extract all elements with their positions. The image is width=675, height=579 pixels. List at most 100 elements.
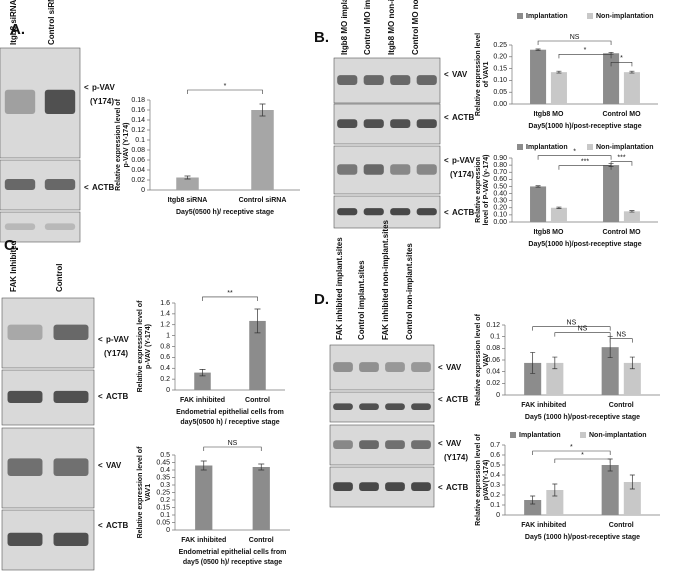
y-tick-label: 0.15 [493, 65, 507, 72]
y-tick-label: 0.5 [160, 452, 170, 459]
y-tick-label: 0.00 [493, 219, 507, 226]
error-bar [258, 463, 265, 471]
x-tick-label: FAK inhibited [521, 522, 566, 529]
blot-band [337, 164, 358, 175]
blot-band [416, 208, 437, 216]
arrow: < [98, 392, 103, 401]
y-tick-label: 0.12 [131, 127, 145, 134]
blot-band [337, 208, 358, 216]
significance-label: NS [570, 34, 580, 41]
y-tick-label: 0.30 [493, 198, 507, 205]
legend-swatch [580, 432, 586, 438]
error-bar [199, 368, 206, 377]
significance-bracket [558, 165, 612, 170]
bar [530, 186, 547, 222]
blot-band [385, 482, 405, 491]
blot-band [390, 75, 411, 85]
band-label: (Y174) [444, 453, 468, 462]
bar [623, 211, 640, 222]
x-tick-label: Control MO [602, 111, 641, 118]
x-tick-label: FAK inhibited [180, 397, 225, 404]
arrow: < [84, 183, 89, 192]
error-bar [556, 70, 562, 74]
legend-label: Implantation [526, 13, 568, 20]
blot-band [411, 440, 431, 449]
x-tick-label: Itgb8 MO [534, 111, 564, 118]
blot-band [385, 362, 405, 372]
panel-letter: C. [4, 237, 19, 254]
y-tick-label: 0.8 [160, 343, 170, 350]
y-axis-label: pVAV(Y-174) [483, 460, 490, 501]
y-tick-label: 0.45 [156, 459, 170, 466]
y-axis-label: p-VAV (Y-174) [123, 123, 130, 168]
y-tick-label: 0.50 [493, 183, 507, 190]
blot-band [359, 403, 379, 410]
bar [623, 72, 640, 104]
legend-label: Implantation [519, 432, 561, 439]
y-tick-label: 1.6 [160, 300, 170, 307]
x-axis-label: Endometrial epithelial cells from [179, 549, 287, 556]
x-tick-label: FAK inhibited [521, 402, 566, 409]
y-tick-label: 1 [166, 332, 170, 339]
x-axis-label: Day5 (1000 h)/post-receptive stage [525, 414, 640, 421]
blot-band [359, 482, 379, 491]
y-tick-label: 0.40 [493, 190, 507, 197]
arrow: < [84, 83, 89, 92]
blot-band [385, 403, 405, 410]
error-bar [254, 308, 261, 334]
legend-label: Non-implantation [589, 432, 647, 439]
blot-band [44, 179, 76, 190]
x-tick-label: Control siRNA [239, 197, 287, 204]
x-tick-label: Itgb8 MO [534, 229, 564, 236]
significance-label: NS [567, 320, 577, 327]
blot-band [7, 390, 43, 403]
bar [176, 177, 199, 190]
band-label: ACTB [452, 113, 474, 122]
bar [603, 165, 620, 222]
significance-bracket [610, 62, 633, 67]
y-tick-label: 0.10 [493, 77, 507, 84]
significance-bracket [537, 40, 612, 46]
y-tick-label: 0.6 [160, 354, 170, 361]
arrow: < [98, 521, 103, 530]
blot-band [363, 119, 384, 128]
error-bar [535, 48, 541, 51]
y-tick-label: 0.80 [493, 162, 507, 169]
lane-label: FAK inhibited non-implant.sites [381, 219, 390, 340]
blot-band [390, 164, 411, 175]
y-tick-label: 0.15 [156, 504, 170, 511]
y-tick-label: 0.4 [490, 472, 500, 479]
arrow: < [98, 461, 103, 470]
y-tick-label: 0.02 [131, 177, 145, 184]
blot-band [4, 179, 36, 190]
arrow: < [444, 113, 449, 122]
x-axis-label: day5(0500 h) / receptive stage [180, 419, 279, 426]
y-tick-label: 0.35 [156, 474, 170, 481]
legend-swatch [510, 432, 516, 438]
panel-letter: D. [314, 291, 329, 308]
lane-label: Control siRNA [47, 0, 56, 45]
arrow: < [98, 335, 103, 344]
significance-label: NS [228, 440, 238, 447]
bar [249, 320, 266, 390]
legend-swatch [517, 13, 523, 19]
y-axis-label: Relative expression level of [137, 446, 144, 538]
arrow: < [438, 363, 443, 372]
blot-band [53, 390, 89, 403]
band-label: ACTB [446, 483, 468, 492]
x-axis-label: Day5(1000 h)/post-receptive stage [528, 123, 641, 130]
y-axis-label: Relative expression level of [115, 98, 122, 190]
significance-label: * [584, 47, 587, 54]
y-tick-label: 0.4 [160, 365, 170, 372]
arrow: < [438, 483, 443, 492]
error-bar [629, 356, 635, 370]
y-tick-label: 0.25 [493, 42, 507, 49]
y-tick-label: 1.2 [160, 322, 170, 329]
y-tick-label: 0.18 [131, 97, 145, 104]
y-tick-label: 0.04 [131, 167, 145, 174]
error-bar [552, 356, 558, 370]
x-axis-label: Day5 (1000 h)/post-receptive stage [525, 534, 640, 541]
y-tick-label: 0.05 [156, 519, 170, 526]
legend-label: Non-implantation [596, 13, 654, 20]
x-tick-label: Control [249, 537, 274, 544]
